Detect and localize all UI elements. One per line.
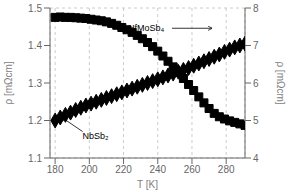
svg-text:4: 4 (253, 153, 259, 164)
svg-text:260: 260 (184, 164, 201, 175)
svg-text:1.3: 1.3 (28, 78, 42, 89)
svg-text:NbSb₂: NbSb₂ (83, 131, 110, 141)
svg-text:HfMoSb₄: HfMoSb₄ (128, 23, 165, 33)
svg-text:180: 180 (47, 164, 64, 175)
svg-text:1.5: 1.5 (28, 3, 42, 14)
svg-text:280: 280 (218, 164, 235, 175)
svg-text:220: 220 (115, 164, 132, 175)
svg-text:240: 240 (149, 164, 166, 175)
svg-text:1.1: 1.1 (28, 153, 42, 164)
svg-text:5: 5 (253, 115, 259, 126)
svg-text:1.4: 1.4 (28, 40, 42, 51)
svg-text:ρ [mΩcm]: ρ [mΩcm] (8, 61, 14, 104)
svg-text:1.2: 1.2 (28, 115, 42, 126)
svg-text:7: 7 (253, 40, 259, 51)
svg-text:8: 8 (253, 3, 259, 14)
svg-text:T [K]: T [K] (137, 179, 158, 190)
svg-text:ρ [mΩcm]: ρ [mΩcm] (275, 61, 281, 104)
svg-text:6: 6 (253, 78, 259, 89)
svg-text:200: 200 (81, 164, 98, 175)
